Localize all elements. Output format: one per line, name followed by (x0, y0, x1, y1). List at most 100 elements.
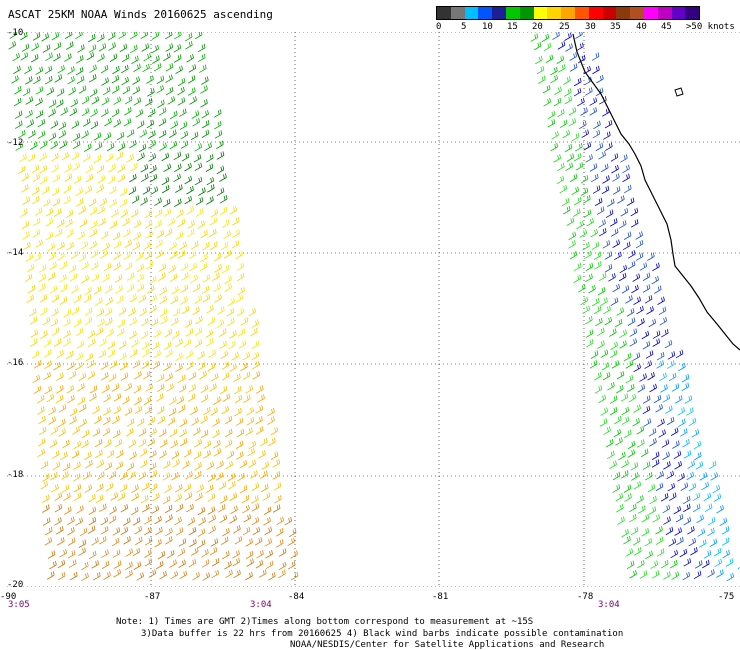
wind-barb (163, 52, 171, 62)
wind-barb (42, 44, 51, 53)
wind-barb (180, 140, 189, 149)
wind-barb (119, 361, 128, 371)
wind-barb (94, 142, 103, 151)
wind-barb (578, 120, 587, 130)
wind-barb (275, 528, 284, 537)
wind-barb (184, 32, 193, 42)
wind-barb (83, 153, 91, 162)
wind-barb (73, 483, 82, 493)
wind-barb (260, 483, 269, 493)
wind-barb (662, 394, 671, 403)
wind-barb (234, 407, 242, 417)
wind-barb (245, 571, 253, 581)
wind-barb (612, 283, 620, 293)
wind-barb (98, 536, 107, 545)
wind-barb (71, 306, 80, 315)
wind-barb (174, 32, 182, 40)
wind-barb (154, 539, 162, 548)
wind-barb (63, 184, 72, 194)
wind-barb (623, 535, 631, 545)
wind-barb (290, 571, 299, 581)
wind-barb (190, 406, 198, 415)
wind-barb (577, 284, 586, 293)
wind-barb (627, 440, 636, 450)
wind-barb (202, 572, 210, 581)
wind-barb (206, 196, 214, 205)
wind-barb (133, 384, 142, 394)
wind-barb (88, 198, 97, 207)
wind-barb (169, 110, 178, 120)
wind-barb (559, 119, 568, 128)
wind-barb (104, 439, 112, 448)
wind-barb (142, 348, 150, 358)
wind-barb (656, 470, 664, 480)
wind-barb (39, 176, 48, 185)
wind-barb (148, 153, 157, 162)
wind-barb (629, 569, 637, 579)
wind-barb (653, 394, 662, 404)
wind-barb (175, 483, 183, 493)
wind-barb (12, 52, 20, 62)
wind-barb (67, 550, 76, 559)
wind-barb (141, 173, 149, 182)
wind-barb (63, 338, 71, 347)
wind-barb (227, 297, 235, 307)
wind-barb (620, 208, 629, 217)
wind-barb (92, 405, 100, 415)
wind-barb (610, 341, 618, 350)
wind-barb (585, 262, 594, 272)
wind-barb (139, 448, 148, 457)
wind-barb (193, 450, 202, 460)
wind-barb (725, 558, 734, 567)
wind-barb (115, 151, 124, 160)
wind-barb (228, 340, 236, 350)
wind-barb (123, 228, 131, 238)
wind-barb (216, 187, 225, 197)
wind-barb (591, 52, 600, 61)
wind-barb (645, 350, 654, 359)
wind-barb (568, 240, 576, 249)
wind-barb (278, 569, 286, 579)
wind-barb (179, 570, 188, 579)
wind-barb (653, 285, 662, 294)
wind-barb (101, 560, 110, 569)
wind-barb (174, 198, 182, 207)
colorbar-swatch (561, 7, 575, 19)
wind-barb (719, 517, 728, 526)
wind-barb (113, 96, 121, 105)
wind-barb (159, 308, 168, 317)
wind-barb (78, 547, 86, 556)
wind-barb (201, 110, 209, 119)
wind-barb (111, 108, 120, 118)
wind-barb (162, 198, 171, 208)
wind-barb (144, 558, 153, 567)
wind-barb (609, 349, 618, 359)
wind-barb (556, 55, 565, 64)
wind-barb (51, 294, 60, 303)
wind-barb (152, 55, 160, 64)
wind-barb (687, 526, 695, 535)
wind-barb (108, 42, 116, 51)
wind-barb (198, 517, 206, 526)
wind-barb (580, 296, 589, 306)
wind-barb (630, 219, 639, 228)
wind-barb (72, 140, 81, 150)
wind-barb (9, 32, 18, 39)
wind-barb (109, 220, 118, 229)
wind-barb (54, 517, 62, 526)
wind-barb (721, 537, 730, 546)
wind-barb (73, 492, 82, 501)
wind-barb (647, 372, 655, 381)
wind-barb (228, 481, 236, 490)
wind-barb (641, 513, 650, 523)
wind-barb (235, 451, 244, 460)
wind-barb (172, 330, 180, 340)
wind-barb (575, 142, 583, 152)
wind-barb (129, 349, 138, 358)
wind-barb (102, 242, 110, 252)
wind-barb (109, 506, 117, 515)
wind-barb (577, 54, 586, 64)
wind-barb (145, 260, 154, 270)
wind-barb (692, 503, 701, 513)
wind-barb (250, 327, 258, 337)
